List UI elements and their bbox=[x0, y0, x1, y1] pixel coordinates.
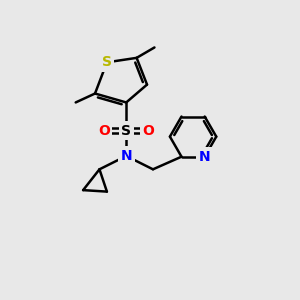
Text: S: S bbox=[121, 124, 131, 138]
Text: N: N bbox=[120, 149, 132, 163]
Text: S: S bbox=[102, 55, 112, 69]
Text: O: O bbox=[98, 124, 110, 138]
Text: N: N bbox=[199, 150, 211, 164]
Text: O: O bbox=[142, 124, 154, 138]
